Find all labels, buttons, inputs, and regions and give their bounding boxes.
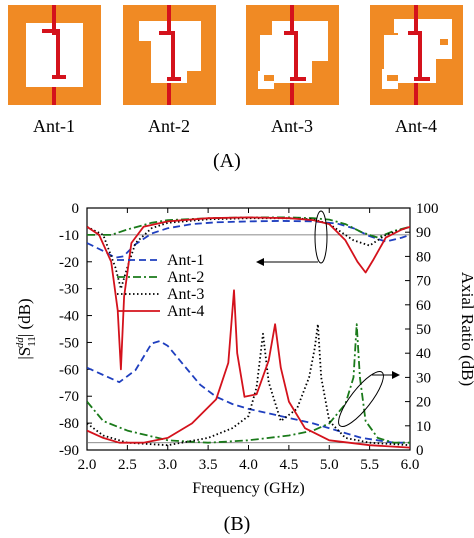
s11-line-ant-1 — [87, 220, 410, 259]
legend-label: Ant-4 — [167, 303, 204, 320]
ar-line-ant-4 — [87, 289, 410, 449]
y2-tick-label: 10 — [416, 419, 431, 435]
s11-axial-ratio-chart: 2.0 2.5 3.0 3.5 4.0 4.5 5.0 5.5 6.00-10-20-30-40… — [14, 201, 474, 535]
antenna-2-label: Ant-2 — [148, 116, 190, 136]
x-tick-label: 6.0 — [401, 457, 420, 473]
y2-tick-label: 80 — [416, 249, 431, 265]
y2-tick-label: 20 — [416, 395, 431, 411]
y-tick-label: -90 — [59, 443, 79, 459]
antenna-4-label: Ant-4 — [395, 116, 437, 136]
arrow-right-head — [392, 371, 400, 379]
legend-label: Ant-3 — [167, 286, 204, 303]
y2-tick-label: 100 — [416, 201, 439, 217]
y-tick-label: -30 — [59, 282, 79, 298]
x-tick-label: 4.0 — [239, 457, 258, 473]
y2-tick-label: 60 — [416, 298, 431, 314]
s11-line-ant-4 — [87, 216, 410, 371]
x-tick-label: 5.5 — [360, 457, 379, 473]
legend-label: Ant-2 — [167, 269, 204, 286]
antenna-4-image — [370, 5, 463, 105]
annotation-ellipse-ar — [338, 371, 384, 427]
antenna-3-image — [246, 5, 339, 105]
antenna-2-image — [123, 5, 216, 105]
panel-b-label: (B) — [224, 513, 251, 535]
antenna-1-label: Ant-1 — [33, 116, 75, 136]
y2-axis-label: Axial Ratio (dB) — [458, 272, 474, 386]
antenna-1-image — [8, 5, 101, 105]
x-axis-label: Frequency (GHz) — [192, 480, 304, 497]
y-tick-label: -40 — [59, 309, 79, 325]
annotation-ellipse-s11 — [314, 210, 328, 264]
y-axis-label: |S11dd| (dB) — [14, 298, 38, 359]
y2-tick-label: 0 — [416, 443, 424, 459]
x-tick-label: 4.5 — [280, 457, 299, 473]
y2-tick-label: 90 — [416, 225, 431, 241]
arrow-left-head — [256, 258, 264, 266]
x-tick-label: 3.5 — [199, 457, 218, 473]
x-tick-label: 3.0 — [158, 457, 177, 473]
y-tick-label: -60 — [59, 362, 79, 378]
legend-label: Ant-1 — [167, 252, 204, 269]
x-tick-label: 5.0 — [320, 457, 339, 473]
y-tick-label: -10 — [59, 228, 79, 244]
y2-tick-label: 50 — [416, 322, 431, 338]
x-tick-label: 2.0 — [78, 457, 97, 473]
y-tick-label: 0 — [72, 201, 80, 217]
y-tick-label: -70 — [59, 389, 79, 405]
y2-tick-label: 70 — [416, 274, 431, 290]
s11-line-ant-3 — [87, 217, 410, 290]
x-tick-label: 2.5 — [118, 457, 137, 473]
ar-line-ant-3 — [87, 323, 410, 447]
ar-line-ant-2 — [87, 323, 410, 444]
y2-tick-label: 40 — [416, 346, 431, 362]
y2-tick-label: 30 — [416, 370, 431, 386]
y-tick-label: -80 — [59, 416, 79, 432]
y-tick-label: -50 — [59, 335, 79, 351]
y-tick-label: -20 — [59, 255, 79, 271]
panel-a-label: (A) — [213, 150, 241, 172]
ar-line-ant-1 — [87, 340, 410, 444]
antenna-3-label: Ant-3 — [271, 116, 313, 136]
